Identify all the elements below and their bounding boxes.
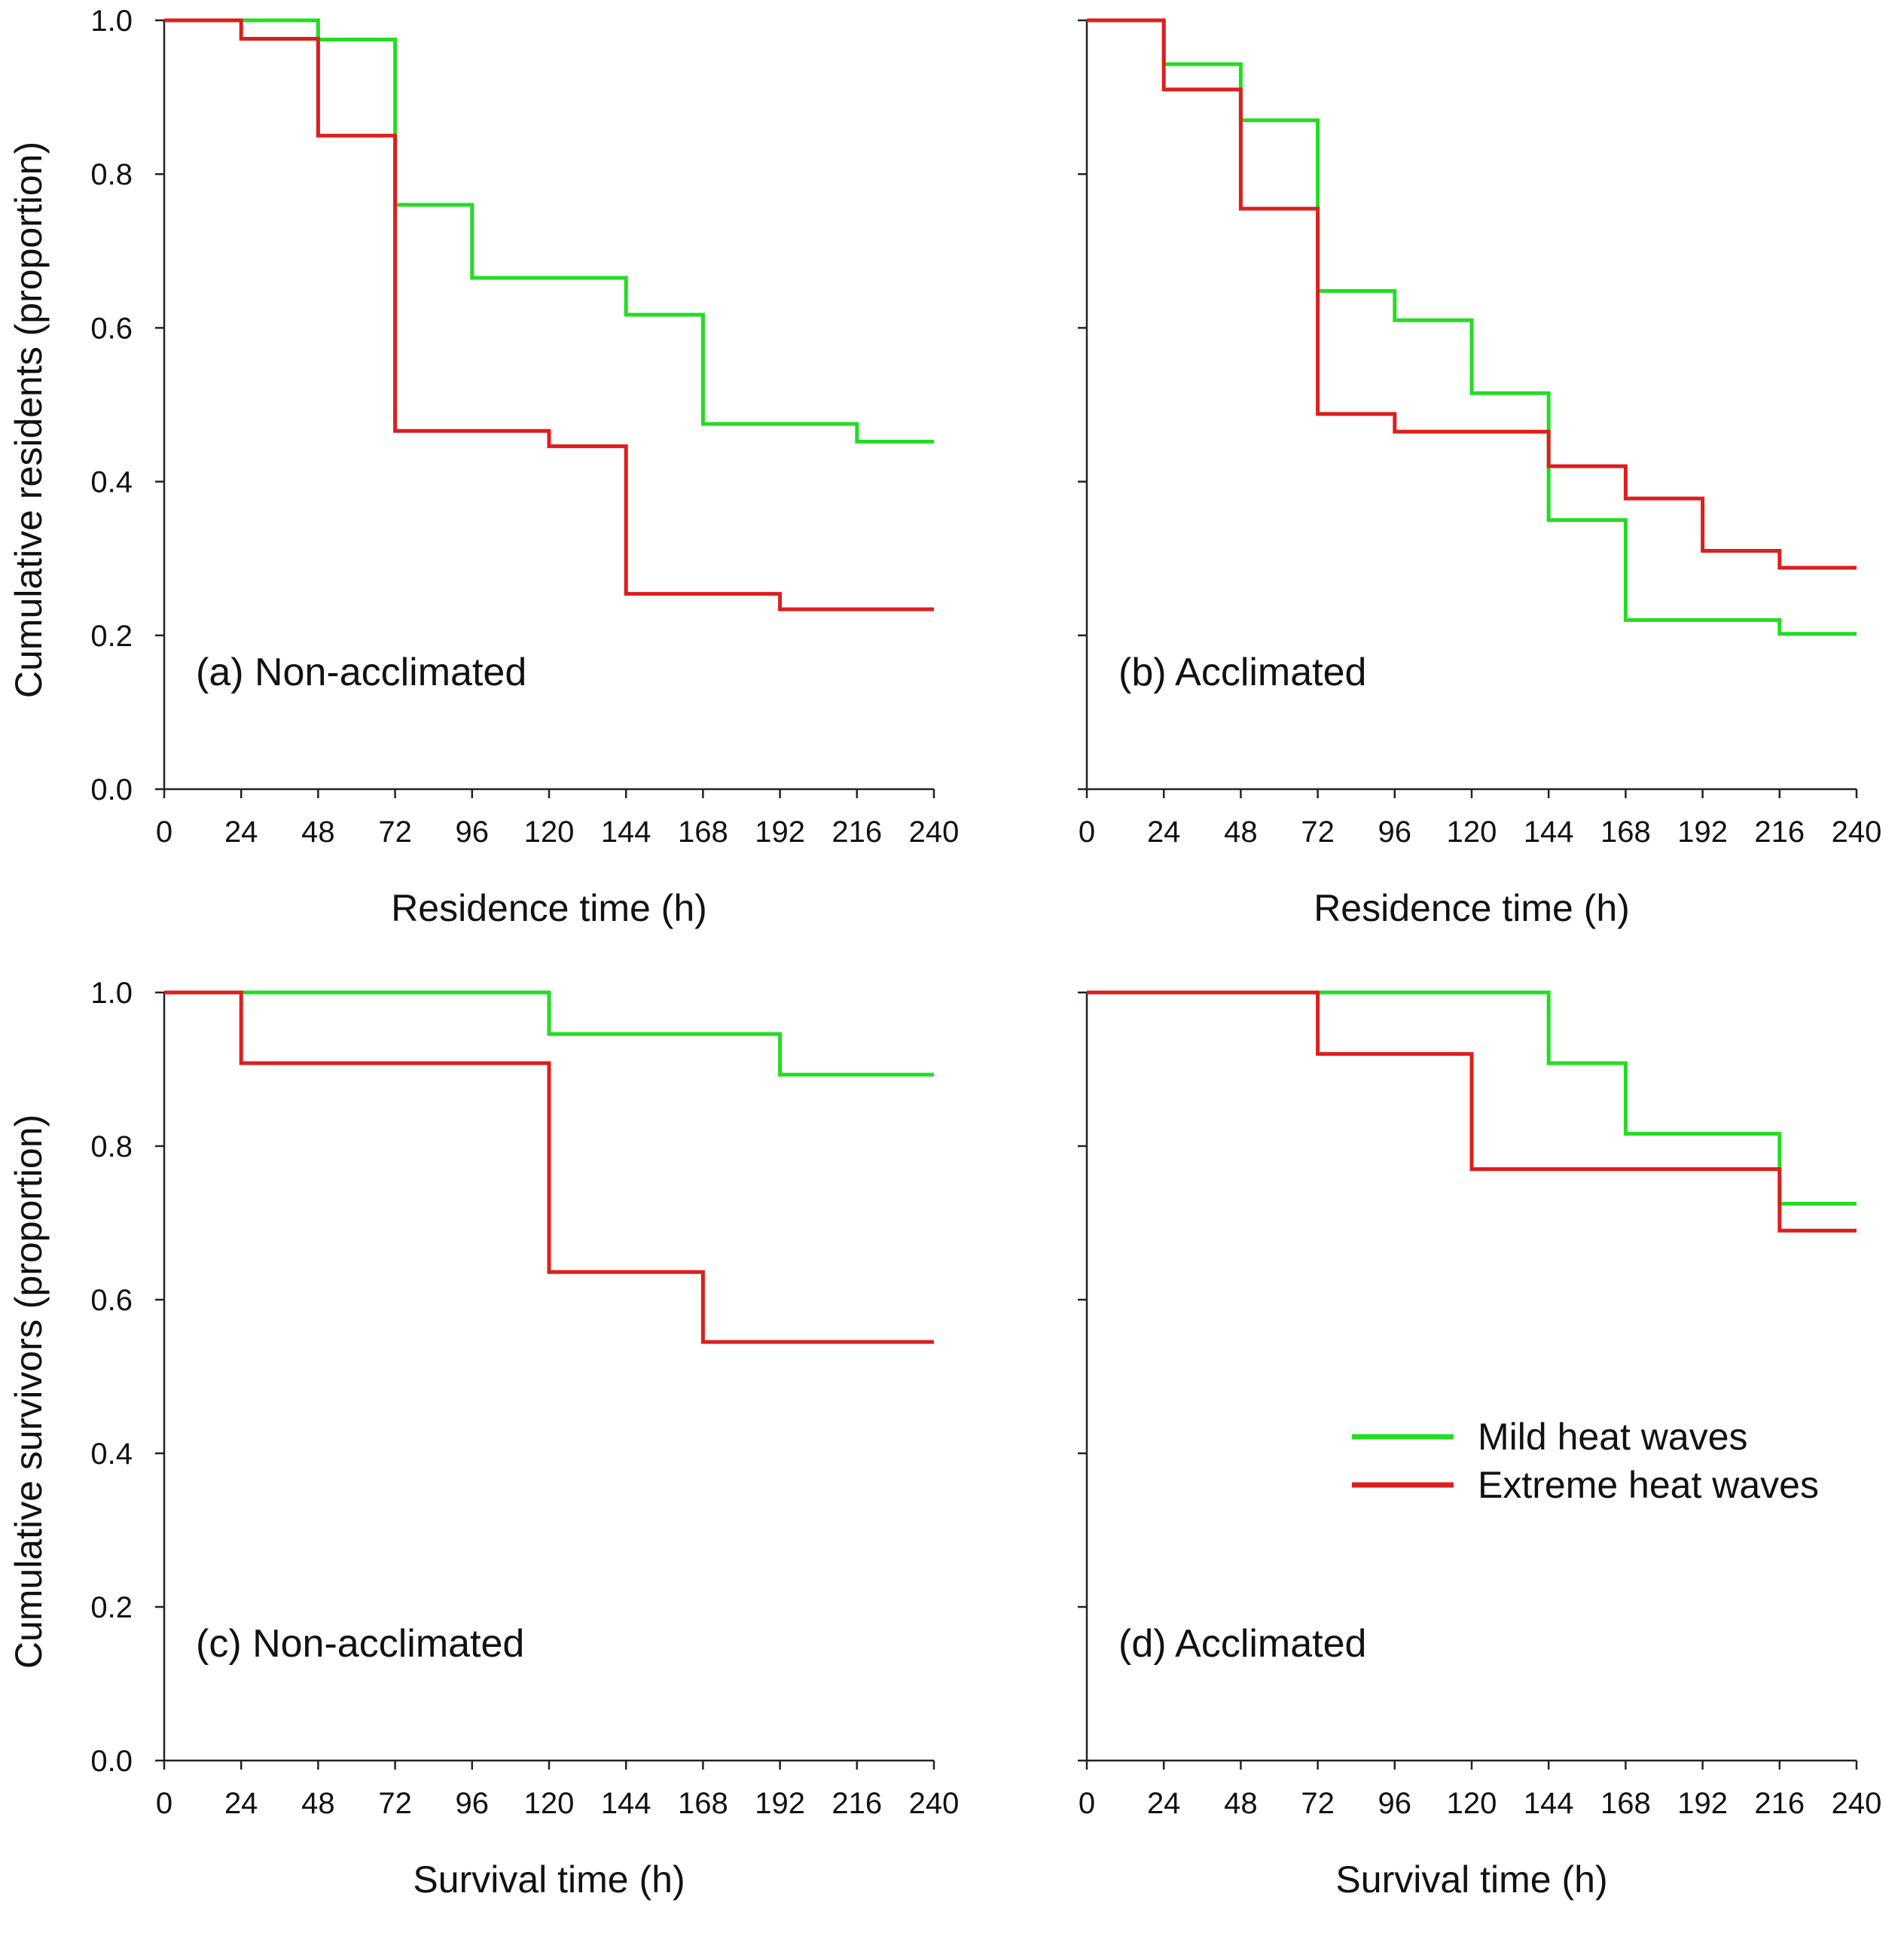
y-tick-label: 1.0 — [90, 5, 133, 38]
y-axis-title: Cumulative residents (proportion) — [8, 142, 50, 698]
series-line-mild — [1087, 18, 1857, 636]
x-tick-label: 24 — [224, 816, 258, 849]
y-tick-label: 0.0 — [90, 1745, 133, 1778]
x-tick-label: 48 — [301, 816, 335, 849]
series-line-extreme — [164, 990, 934, 1344]
y-axis-title: Cumulative survivors (proportion) — [8, 1114, 50, 1669]
series-line-mild — [164, 990, 934, 1077]
x-tick-label: 0 — [156, 816, 172, 849]
x-tick-label: 240 — [1832, 816, 1882, 849]
y-tick-label: 0.4 — [90, 466, 133, 499]
panel-label: (d) Acclimated — [1118, 1622, 1366, 1666]
panel-label: (a) Non-acclimated — [196, 651, 526, 694]
x-tick-label: 24 — [1147, 1787, 1181, 1820]
x-tick-label: 120 — [524, 1787, 575, 1820]
x-tick-label: 168 — [1600, 1787, 1651, 1820]
x-axis-title: Survival time (h) — [1335, 1858, 1607, 1901]
x-tick-label: 216 — [1754, 1787, 1805, 1820]
x-axis-title: Residence time (h) — [391, 887, 707, 929]
y-tick-label: 0.2 — [90, 1591, 133, 1624]
x-tick-label: 168 — [1600, 816, 1651, 849]
x-tick-label: 0 — [1079, 816, 1095, 849]
legend-label: Extreme heat waves — [1478, 1464, 1819, 1506]
x-tick-label: 144 — [601, 1787, 651, 1820]
x-tick-label: 240 — [909, 816, 960, 849]
x-tick-label: 96 — [456, 1787, 490, 1820]
x-tick-label: 96 — [1378, 1787, 1412, 1820]
x-tick-label: 24 — [224, 1787, 258, 1820]
x-tick-label: 192 — [755, 1787, 805, 1820]
x-tick-label: 72 — [1301, 816, 1335, 849]
y-tick-label: 0.8 — [90, 158, 133, 191]
x-tick-label: 96 — [1378, 816, 1412, 849]
y-tick-label: 1.0 — [90, 977, 133, 1010]
x-tick-label: 144 — [1524, 816, 1574, 849]
x-tick-label: 192 — [1677, 1787, 1728, 1820]
x-tick-label: 192 — [755, 816, 805, 849]
x-tick-label: 144 — [601, 816, 651, 849]
series-line-extreme — [164, 18, 934, 611]
y-tick-label: 0.4 — [90, 1438, 133, 1471]
legend: Mild heat waves Extreme heat waves — [1352, 1416, 1819, 1506]
y-tick-label: 0.0 — [90, 773, 133, 806]
x-axis-title: Residence time (h) — [1314, 887, 1630, 929]
panel-label: (c) Non-acclimated — [196, 1622, 524, 1666]
x-tick-label: 72 — [378, 1787, 412, 1820]
x-tick-label: 168 — [678, 816, 728, 849]
x-tick-label: 240 — [909, 1787, 960, 1820]
x-tick-label: 48 — [1224, 1787, 1258, 1820]
x-tick-label: 120 — [524, 816, 575, 849]
panel-label: (b) Acclimated — [1118, 651, 1366, 694]
panel-b: 0 24 48 72 96 120 144 168 192 216 240 Residence tim… — [1078, 18, 1882, 929]
x-tick-label: 144 — [1524, 1787, 1574, 1820]
x-tick-label: 0 — [1079, 1787, 1095, 1820]
legend-label: Mild heat waves — [1478, 1416, 1748, 1458]
y-tick-label: 0.6 — [90, 312, 133, 345]
x-tick-label: 72 — [1301, 1787, 1335, 1820]
x-tick-label: 96 — [456, 816, 490, 849]
x-tick-label: 48 — [1224, 816, 1258, 849]
x-tick-label: 192 — [1677, 816, 1728, 849]
y-tick-label: 0.6 — [90, 1284, 133, 1317]
x-tick-label: 240 — [1832, 1787, 1882, 1820]
x-tick-label: 0 — [156, 1787, 172, 1820]
series-line-extreme — [1087, 990, 1857, 1233]
series-line-extreme — [1087, 18, 1857, 570]
x-tick-label: 72 — [378, 816, 412, 849]
x-tick-label: 48 — [301, 1787, 335, 1820]
y-tick-label: 0.8 — [90, 1130, 133, 1163]
x-tick-label: 120 — [1447, 1787, 1497, 1820]
x-tick-label: 168 — [678, 1787, 728, 1820]
x-tick-label: 120 — [1447, 816, 1497, 849]
x-axis-title: Survival time (h) — [413, 1858, 685, 1901]
y-tick-label: 0.2 — [90, 620, 133, 653]
x-tick-label: 216 — [1754, 816, 1805, 849]
panel-d: 0 24 48 72 96 120 144 168 192 216 240 Survival time… — [1078, 990, 1882, 1901]
x-tick-label: 216 — [831, 1787, 882, 1820]
x-tick-label: 216 — [831, 816, 882, 849]
series-line-mild — [164, 18, 934, 444]
panel-a: 0 24 48 72 96 120 144 168 192 216 240 0.0 0.2 0.4 0.6 0… — [8, 5, 959, 929]
panel-c: 0 24 48 72 96 120 144 168 192 216 240 0.0 0.2 0.4 0.6 0… — [8, 977, 959, 1901]
x-tick-label: 24 — [1147, 816, 1181, 849]
